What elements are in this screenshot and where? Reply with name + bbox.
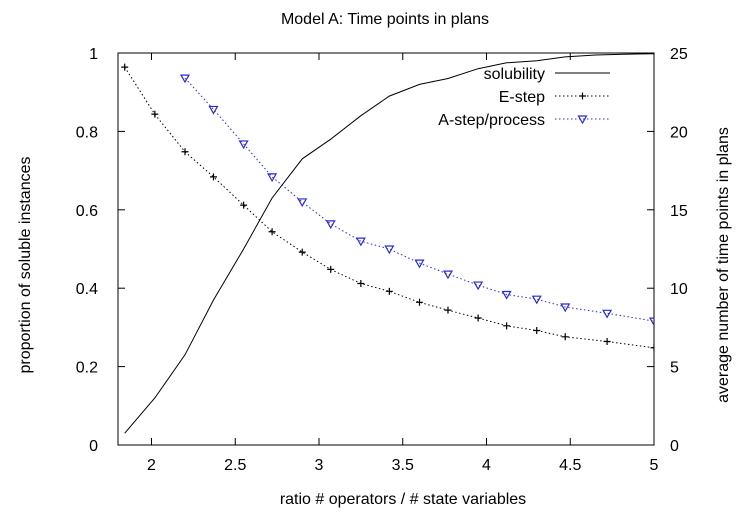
data-point — [473, 281, 484, 291]
data-point — [121, 63, 129, 71]
legend-marker — [577, 115, 588, 125]
data-point — [560, 303, 571, 313]
data-point — [414, 259, 425, 269]
x-tick-label: 3.5 — [392, 457, 414, 474]
y2-tick-label: 20 — [670, 124, 688, 141]
series-layer — [121, 53, 654, 434]
y-tick-label: 0.8 — [76, 124, 98, 141]
legend-item: A-step/process — [438, 112, 610, 129]
data-point — [327, 265, 335, 273]
data-point — [209, 173, 217, 181]
y2-tick-label: 10 — [670, 281, 688, 298]
data-point — [179, 74, 191, 84]
legend-item: solubility — [484, 66, 610, 83]
legend-label: solubility — [484, 66, 545, 83]
series-line — [124, 53, 654, 434]
legend-marker — [579, 92, 586, 100]
data-point — [238, 140, 249, 150]
data-point — [648, 317, 654, 327]
data-point — [297, 198, 308, 208]
y2-tick-label: 25 — [670, 46, 688, 63]
series-line — [124, 66, 654, 349]
data-point — [385, 287, 393, 295]
y2-tick-label: 0 — [670, 438, 679, 455]
x-tick-label: 2.5 — [224, 457, 246, 474]
data-point — [181, 148, 189, 156]
y-tick-label: 0 — [89, 438, 98, 455]
y2-tick-label: 15 — [670, 203, 688, 220]
data-point — [355, 237, 366, 247]
data-point — [267, 173, 278, 183]
y-tick-label: 1 — [89, 46, 98, 63]
data-point — [268, 228, 276, 236]
plot-frame — [117, 52, 655, 446]
data-point — [533, 327, 541, 335]
data-point — [298, 248, 306, 256]
x-axis-title: ratio # operators / # state variables — [280, 491, 526, 508]
data-point — [561, 333, 569, 341]
x-tick-label: 4 — [482, 457, 491, 474]
chart-title: Model A: Time points in plans — [281, 11, 489, 28]
data-point — [650, 344, 654, 352]
y-tick-label: 0.6 — [76, 203, 98, 220]
y-axis-left: 0 0.2 0.4 0.6 0.8 1 — [76, 46, 125, 455]
data-point — [501, 290, 512, 300]
data-point — [531, 295, 542, 305]
y2-axis-title: average number of time points in plans — [715, 127, 732, 403]
y-tick-label: 0.2 — [76, 360, 98, 377]
data-point — [444, 306, 452, 314]
data-point — [503, 322, 511, 330]
x-tick-label: 2 — [147, 457, 156, 474]
data-point — [208, 105, 219, 115]
x-tick-label: 4.5 — [559, 457, 581, 474]
y-tick-label: 0.4 — [76, 281, 98, 298]
y-axis-title: proportion of soluble instances — [17, 156, 34, 373]
plot-border — [117, 52, 655, 446]
data-point — [602, 309, 613, 319]
data-point — [603, 338, 611, 346]
x-tick-label: 3 — [315, 457, 324, 474]
legend-label: E-step — [499, 89, 545, 106]
legend-label: A-step/process — [438, 112, 545, 129]
series-e-step — [121, 63, 654, 352]
legend-item: E-step — [499, 89, 610, 106]
y2-tick-label: 5 — [670, 360, 679, 377]
legend: solubility E-step A-step/process — [438, 66, 610, 129]
data-point — [240, 201, 248, 209]
data-point — [416, 298, 423, 306]
x-axis: 2 2.5 3 3.5 4 4.5 5 — [147, 53, 659, 474]
data-point — [357, 279, 365, 287]
data-point — [442, 270, 454, 280]
series-line — [184, 77, 654, 322]
series-solubility — [124, 53, 654, 434]
data-point — [325, 220, 336, 230]
data-point — [474, 314, 482, 322]
data-point — [151, 110, 159, 118]
data-point — [384, 245, 395, 255]
x-tick-label: 5 — [650, 457, 659, 474]
series-a-step-process — [179, 74, 654, 327]
y-axis-right: 0 5 10 15 20 25 — [647, 46, 688, 455]
